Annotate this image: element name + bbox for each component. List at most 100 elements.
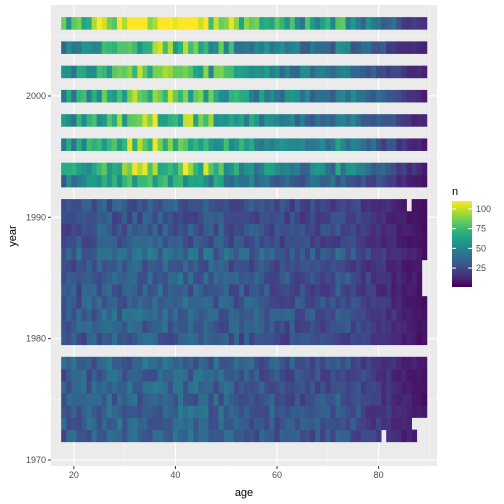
heatmap-tile: [203, 17, 209, 30]
heatmap-tile: [254, 174, 260, 188]
heatmap-tile: [137, 65, 143, 79]
heatmap-tile: [244, 223, 250, 236]
heatmap-tile: [335, 356, 341, 370]
heatmap-tile: [411, 320, 418, 333]
heatmap-tile: [177, 174, 184, 188]
heatmap-tile: [61, 65, 67, 79]
heatmap-tile: [264, 114, 270, 127]
heatmap-tile: [406, 417, 413, 431]
heatmap-tile: [320, 162, 326, 176]
heatmap-tile: [117, 89, 123, 103]
heatmap-tile: [269, 162, 275, 176]
heatmap-tile: [325, 429, 331, 443]
heatmap-tile: [213, 89, 220, 103]
heatmap-tile: [310, 162, 316, 176]
heatmap-tile: [284, 393, 291, 406]
heatmap-tile: [198, 174, 204, 188]
heatmap-tile: [111, 405, 118, 418]
heatmap-tile: [259, 381, 265, 394]
heatmap-tile: [66, 138, 72, 151]
heatmap-tile: [188, 308, 194, 321]
heatmap-tile: [396, 235, 402, 249]
heatmap-tile: [172, 332, 179, 346]
heatmap-tile: [294, 429, 301, 443]
heatmap-tile: [91, 114, 98, 127]
heatmap-tile: [142, 235, 148, 249]
heatmap-tile: [345, 417, 352, 431]
heatmap-tile: [96, 320, 103, 333]
heatmap-tile: [421, 332, 428, 346]
heatmap-tile: [416, 271, 423, 285]
heatmap-tile: [162, 332, 169, 346]
heatmap-tile: [345, 17, 352, 30]
heatmap-tile: [162, 235, 169, 249]
heatmap-tile: [198, 308, 204, 321]
heatmap-tile: [396, 320, 402, 333]
heatmap-tile: [294, 296, 301, 309]
heatmap-tile: [223, 284, 230, 297]
heatmap-tile: [142, 271, 148, 285]
heatmap-tile: [117, 417, 123, 431]
heatmap-tile: [223, 223, 230, 236]
heatmap-tile: [416, 284, 423, 297]
heatmap-tile: [233, 320, 240, 333]
heatmap-tile: [238, 114, 245, 127]
heatmap-tile: [376, 320, 382, 333]
heatmap-tile: [96, 356, 103, 370]
heatmap-tile: [228, 211, 235, 224]
heatmap-tile: [238, 429, 245, 443]
heatmap-tile: [66, 381, 72, 394]
heatmap-tile: [142, 332, 148, 346]
heatmap-tile: [381, 223, 387, 236]
heatmap-tile: [396, 296, 402, 309]
heatmap-tile: [365, 235, 372, 249]
heatmap-tile: [117, 199, 123, 212]
heatmap-tile: [101, 65, 108, 79]
heatmap-tile: [264, 429, 270, 443]
heatmap-tile: [386, 199, 392, 212]
heatmap-tile: [284, 223, 291, 236]
heatmap-tile: [96, 429, 103, 443]
heatmap-tile: [238, 332, 245, 346]
heatmap-tile: [325, 65, 331, 79]
heatmap-tile: [279, 211, 286, 224]
heatmap-tile: [228, 271, 235, 285]
heatmap-tile: [86, 41, 93, 54]
heatmap-tile: [203, 211, 209, 224]
heatmap-tile: [193, 284, 199, 297]
heatmap-tile: [315, 332, 321, 346]
heatmap-tile: [416, 235, 423, 249]
heatmap-tile: [355, 393, 362, 406]
heatmap-tile: [203, 381, 209, 394]
heatmap-tile: [208, 296, 214, 309]
heatmap-tile: [391, 308, 397, 321]
heatmap-tile: [111, 332, 118, 346]
heatmap-tile: [299, 65, 306, 79]
heatmap-tile: [228, 235, 235, 249]
heatmap-tile: [86, 235, 93, 249]
heatmap-tile: [396, 114, 402, 127]
heatmap-tile: [71, 405, 77, 418]
heatmap-tile: [360, 41, 367, 54]
heatmap-tile: [86, 211, 93, 224]
heatmap-tile: [218, 138, 225, 151]
heatmap-tile: [406, 235, 413, 249]
heatmap-tile: [238, 284, 245, 297]
heatmap-tile: [157, 235, 164, 249]
heatmap-tile: [264, 162, 270, 176]
heatmap-tile: [350, 211, 357, 224]
heatmap-tile: [299, 296, 306, 309]
heatmap-tile: [218, 199, 225, 212]
heatmap-tile: [345, 381, 352, 394]
heatmap-tile: [401, 284, 407, 297]
heatmap-tile: [76, 174, 82, 188]
heatmap-tile: [391, 320, 397, 333]
heatmap-tile: [147, 235, 153, 249]
heatmap-tile: [254, 381, 260, 394]
heatmap-tile: [188, 356, 194, 370]
heatmap-tile: [325, 296, 331, 309]
heatmap-tile: [198, 296, 204, 309]
heatmap-tile: [208, 308, 214, 321]
heatmap-tile: [411, 393, 418, 406]
heatmap-tile: [162, 65, 169, 79]
